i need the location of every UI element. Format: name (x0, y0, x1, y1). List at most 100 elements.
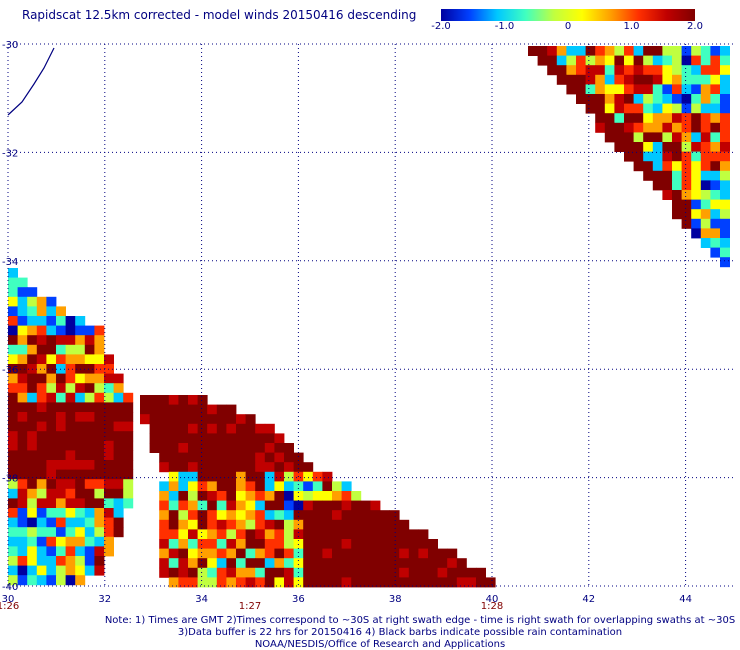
wind-cell (17, 527, 28, 538)
wind-cell (226, 471, 237, 482)
wind-cell (94, 469, 105, 480)
wind-cell (264, 491, 275, 501)
wind-cell (46, 450, 57, 461)
wind-cell (56, 508, 66, 518)
wind-cell (113, 469, 124, 480)
wind-cell (264, 452, 275, 463)
wind-cell (226, 510, 237, 521)
wind-cell (691, 180, 702, 191)
wind-cell (293, 548, 304, 559)
wind-cell (284, 519, 294, 530)
wind-cell (643, 46, 654, 56)
wind-cell (8, 335, 18, 346)
wind-cell (216, 491, 227, 501)
wind-cell (27, 296, 38, 307)
wind-cell (662, 151, 673, 162)
wind-cell (178, 519, 189, 530)
wind-cell (652, 94, 663, 104)
wind-cell (168, 519, 179, 530)
wind-cell (75, 373, 86, 384)
wind-cell (399, 548, 410, 559)
wind-cell (27, 546, 38, 557)
wind-cell (84, 565, 95, 576)
wind-cell (226, 443, 237, 453)
wind-cell (681, 180, 692, 191)
wind-cell (652, 74, 663, 85)
wind-cell (113, 460, 124, 470)
wind-cell (255, 481, 266, 492)
wind-cell (341, 548, 352, 559)
wind-cell (633, 84, 644, 95)
lon-tick-label: 36 (292, 594, 305, 605)
wind-cell (418, 577, 429, 588)
wind-cell (466, 577, 477, 588)
wind-cell (84, 460, 95, 470)
wind-cell (207, 500, 218, 511)
wind-cell (720, 228, 730, 239)
wind-cell (274, 471, 285, 482)
wind-cell (274, 529, 285, 540)
wind-cell (197, 423, 208, 434)
wind-cell (36, 508, 47, 518)
wind-cell (159, 539, 170, 549)
wind-cell (17, 479, 28, 490)
wind-cell (8, 296, 18, 307)
wind-cell (46, 412, 57, 422)
wind-cell (84, 469, 95, 480)
wind-cell (188, 500, 198, 511)
wind-cell (84, 335, 95, 346)
wind-cell (226, 577, 237, 588)
wind-cell (36, 306, 47, 317)
wind-cell (341, 539, 352, 549)
wind-cell (36, 412, 47, 422)
wind-cell (700, 180, 711, 191)
wind-cell (312, 548, 323, 559)
wind-cell (652, 180, 663, 191)
wind-cell (188, 404, 198, 415)
lat-tick-label: -34 (2, 257, 18, 268)
wind-cell (672, 190, 682, 200)
wind-cell (604, 113, 615, 124)
wind-cell (428, 548, 438, 559)
wind-cell (94, 498, 105, 509)
wind-cell (236, 500, 246, 511)
wind-cell (113, 402, 124, 413)
wind-cell (245, 577, 256, 588)
wind-cell (691, 113, 702, 124)
wind-cell (643, 170, 654, 181)
lat-tick-label: -40 (2, 582, 18, 593)
wind-cell (370, 577, 381, 588)
wind-cell (46, 556, 57, 566)
wind-cell (8, 431, 18, 442)
wind-cell (17, 440, 28, 451)
wind-cell (245, 519, 256, 530)
wind-cell (720, 65, 730, 76)
wind-cell (17, 556, 28, 566)
wind-cell (236, 452, 246, 463)
wind-cell (178, 510, 189, 521)
wind-cell (604, 84, 615, 95)
wind-cell (207, 481, 218, 492)
wind-cell (46, 517, 57, 528)
wind-cell (188, 539, 198, 549)
wind-cell (207, 404, 218, 415)
wind-cell (720, 132, 730, 143)
wind-cell (149, 443, 160, 453)
wind-cell (604, 122, 615, 133)
wind-cell (113, 412, 124, 422)
coastline (7, 47, 55, 116)
wind-cell (46, 392, 57, 403)
wind-cell (75, 344, 86, 355)
wind-cell (389, 558, 400, 569)
wind-cell (418, 529, 429, 540)
wind-cell (662, 103, 673, 114)
wind-cell (710, 247, 721, 258)
wind-cell (399, 558, 410, 569)
wind-cell (65, 383, 76, 394)
wind-cell (207, 510, 218, 521)
wind-cell (168, 404, 179, 415)
wind-cell (672, 74, 682, 85)
wind-cell (595, 113, 606, 124)
wind-cell (576, 94, 586, 104)
wind-cell (36, 575, 47, 586)
